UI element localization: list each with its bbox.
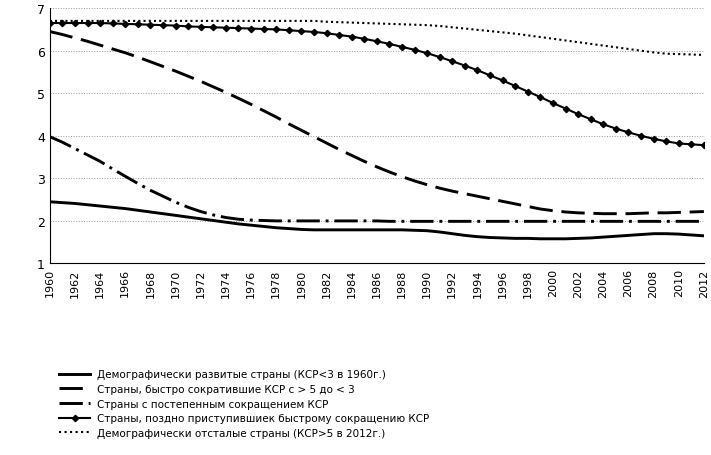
Legend: Демографически развитые страны (КСР<3 в 1960г.), Страны, быстро сократившие КСР : Демографически развитые страны (КСР<3 в … [55,365,433,442]
